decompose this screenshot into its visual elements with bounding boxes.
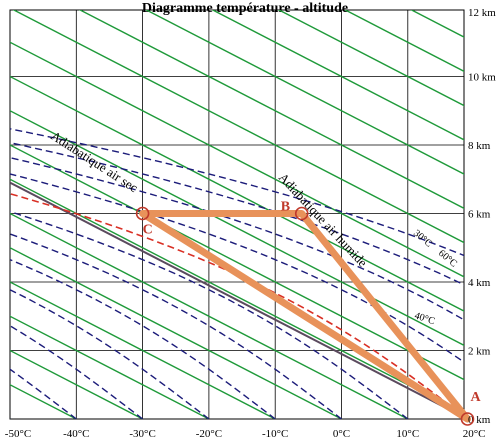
plot-frame — [9, 9, 465, 420]
dry-adiabat-line — [10, 212, 409, 419]
moist-adiabat-line — [10, 233, 342, 419]
highlighted-dry-adiabat — [10, 181, 464, 419]
dry-adiabat-line — [12, 10, 464, 244]
moist-adiabat-line — [10, 288, 210, 419]
x-tick-label: 20°C — [463, 428, 486, 440]
dry-adiabat-line — [10, 349, 143, 419]
y-tick-label: 8 km — [468, 140, 491, 152]
y-tick-label: 12 km — [468, 7, 496, 19]
dry-adiabat-line — [78, 10, 464, 210]
point-label-c: C — [143, 223, 153, 238]
x-tick-label: 10°C — [396, 428, 419, 440]
process-cycle-path — [139, 210, 471, 423]
dry-adiabat-line — [10, 41, 464, 278]
moist-adiabat-line — [10, 128, 464, 257]
y-tick-label: 2 km — [468, 346, 491, 358]
point-marker-b — [294, 206, 309, 221]
y-tick-label: 10 km — [468, 72, 496, 84]
highlighted-moist-adiabat — [10, 192, 464, 418]
x-tick-label: 0°C — [333, 428, 350, 440]
moist-adiabat-line — [10, 418, 11, 419]
process-path — [139, 210, 471, 423]
x-tick-label: -50°C — [5, 428, 31, 440]
dry-adiabat-line — [10, 418, 11, 419]
dry-adiabat-line — [277, 10, 464, 107]
moist-adiabat-line — [10, 258, 276, 419]
moist-adiabat-line — [10, 324, 144, 419]
label-60: 60°C — [436, 248, 459, 270]
point-label-b: B — [281, 200, 290, 215]
point-marker-c — [135, 206, 150, 221]
diagram-title: Diagramme température - altitude — [142, 1, 348, 16]
dry-adiabat-line — [10, 281, 276, 419]
label-30: 30°C — [411, 228, 434, 250]
dry-adiabat-line — [211, 10, 464, 141]
dry-adiabat-line — [10, 315, 210, 419]
dry-adiabat-label: Adiabatique air sec — [48, 128, 141, 195]
points: A B C — [135, 200, 481, 426]
dry-adiabat-line — [144, 10, 464, 175]
y-tick-label: 6 km — [468, 209, 491, 221]
y-tick-label: 4 km — [468, 277, 491, 289]
x-tick-label: -30°C — [129, 428, 155, 440]
x-tick-label: -40°C — [63, 428, 89, 440]
moist-adiabat-line — [10, 210, 409, 419]
point-label-a: A — [470, 390, 481, 405]
x-tick-label: -10°C — [262, 428, 288, 440]
point-marker-a — [460, 412, 475, 426]
axis-ticks: -50°C -40°C -30°C -20°C -10°C 0°C 10°C 20°C0 km… — [5, 7, 496, 440]
x-tick-label: -20°C — [196, 428, 222, 440]
dry-adiabat-line — [10, 246, 342, 419]
